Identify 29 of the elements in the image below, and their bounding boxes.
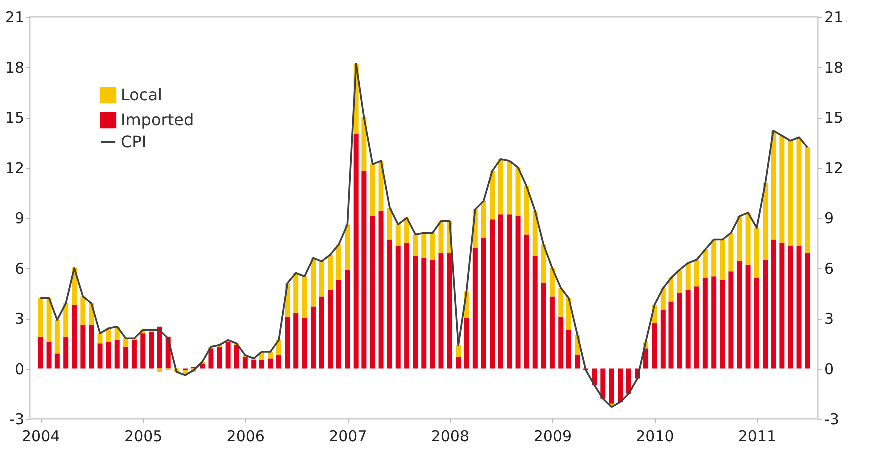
y2-tick-label: 15 — [824, 109, 844, 127]
y2-tick-label: 18 — [824, 58, 844, 77]
y-tick-label: 3 — [14, 310, 24, 328]
legend-label: CPI — [121, 132, 147, 152]
y2-tick-label: 3 — [824, 310, 834, 328]
y2-tick-label: 0 — [824, 360, 834, 378]
x-tick-label: 2010 — [636, 428, 674, 446]
y2-tick-label: 6 — [824, 260, 834, 278]
x-tick-label: 2006 — [226, 428, 265, 446]
x-tick-label: 2009 — [534, 428, 572, 446]
y2-tick-label: -3 — [824, 410, 840, 428]
y-tick-label: 6 — [14, 260, 24, 278]
y-tick-label: 21 — [5, 8, 24, 26]
y2-tick-label: 21 — [824, 8, 844, 26]
y-tick-label: 9 — [14, 210, 24, 228]
x-tick-label: 2008 — [431, 428, 470, 446]
legend-label: Local — [121, 86, 162, 104]
y-tick-label: -3 — [10, 410, 24, 428]
legend-label: Imported — [121, 110, 194, 130]
x-tick-label: 2005 — [124, 428, 163, 446]
y-tick-label: 15 — [5, 109, 24, 127]
y2-tick-label: 12 — [824, 159, 844, 178]
x-tick-label: 2004 — [22, 428, 60, 446]
y2-tick-label: 9 — [824, 210, 834, 228]
y-tick-label: 0 — [14, 360, 24, 378]
x-tick-label: 2007 — [329, 428, 368, 446]
y-tick-label: 18 — [5, 58, 24, 77]
x-tick-label: 2011 — [738, 428, 777, 446]
y-tick-label: 12 — [5, 159, 24, 178]
